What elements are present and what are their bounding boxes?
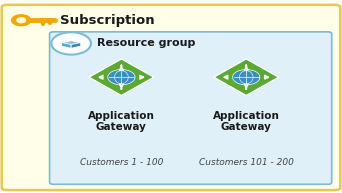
Text: Subscription: Subscription: [60, 14, 155, 27]
Circle shape: [17, 18, 26, 23]
Circle shape: [12, 15, 31, 26]
Polygon shape: [214, 59, 279, 96]
Circle shape: [233, 69, 260, 85]
Circle shape: [51, 32, 91, 55]
FancyBboxPatch shape: [2, 5, 340, 190]
Circle shape: [108, 69, 135, 85]
Polygon shape: [71, 41, 81, 48]
Text: Application
Gateway: Application Gateway: [88, 111, 155, 132]
Text: Customers 1 - 100: Customers 1 - 100: [80, 158, 163, 167]
FancyBboxPatch shape: [50, 32, 332, 184]
Text: Application
Gateway: Application Gateway: [213, 111, 280, 132]
Text: Customers 101 - 200: Customers 101 - 200: [199, 158, 294, 167]
Polygon shape: [89, 59, 154, 96]
Polygon shape: [62, 41, 81, 45]
Polygon shape: [62, 41, 71, 48]
Text: Resource group: Resource group: [97, 38, 196, 48]
